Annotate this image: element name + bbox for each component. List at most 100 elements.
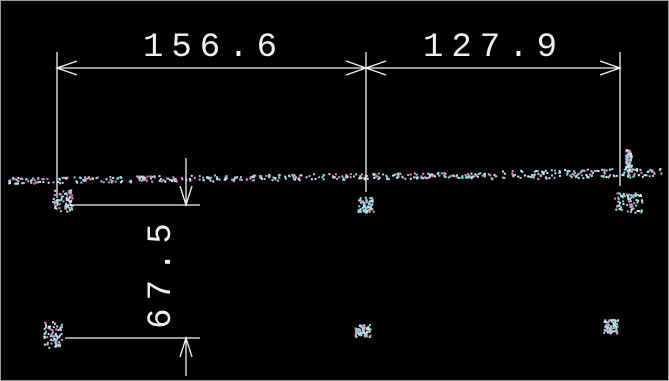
point	[315, 178, 317, 180]
point	[645, 174, 647, 176]
point	[347, 175, 349, 177]
point	[434, 175, 436, 177]
point	[236, 176, 238, 178]
point	[350, 173, 352, 175]
point	[471, 173, 473, 175]
point	[366, 199, 368, 201]
point	[208, 176, 210, 178]
point	[388, 178, 390, 180]
point	[45, 324, 47, 326]
point	[632, 196, 634, 198]
point	[57, 337, 59, 339]
point	[252, 179, 254, 181]
point	[559, 175, 561, 177]
point	[17, 177, 19, 179]
point	[293, 178, 295, 180]
point	[358, 205, 360, 207]
point	[42, 181, 44, 183]
point	[495, 175, 497, 177]
point	[534, 171, 536, 173]
point	[293, 174, 295, 176]
point	[30, 182, 32, 184]
point	[149, 175, 151, 177]
point	[358, 333, 360, 335]
point	[278, 177, 280, 179]
point	[299, 174, 301, 176]
viewport-frame	[1, 1, 669, 381]
point	[581, 174, 583, 176]
point	[361, 177, 363, 179]
point	[54, 323, 56, 325]
point	[429, 174, 431, 176]
point	[617, 192, 619, 194]
point	[612, 319, 614, 321]
point	[71, 194, 73, 196]
point	[577, 173, 579, 175]
dimension-label: 67.5	[143, 215, 181, 329]
point	[48, 347, 50, 349]
point	[65, 192, 67, 194]
point	[70, 207, 72, 209]
point	[176, 181, 178, 183]
point	[264, 178, 266, 180]
point	[59, 335, 61, 337]
point	[371, 204, 373, 206]
point	[249, 178, 251, 180]
point	[159, 180, 161, 182]
point	[120, 181, 122, 183]
point	[638, 195, 640, 197]
point	[443, 172, 445, 174]
point	[644, 174, 646, 176]
point	[112, 177, 114, 179]
point	[448, 177, 450, 179]
dimension-label: 156.6	[143, 29, 285, 67]
point	[628, 170, 630, 172]
point	[357, 330, 359, 332]
point	[413, 176, 415, 178]
point	[603, 176, 605, 178]
point	[62, 191, 64, 193]
point	[86, 177, 88, 179]
point	[172, 176, 174, 178]
point	[401, 176, 403, 178]
point	[631, 209, 633, 211]
point	[61, 339, 63, 341]
point	[42, 178, 44, 180]
point	[467, 173, 469, 175]
point	[517, 176, 519, 178]
point	[164, 181, 166, 183]
point	[55, 328, 57, 330]
point	[147, 176, 149, 178]
point	[524, 174, 526, 176]
point	[56, 204, 58, 206]
point	[53, 198, 55, 200]
point	[397, 176, 399, 178]
point	[53, 181, 55, 183]
point	[46, 178, 48, 180]
point	[365, 334, 367, 336]
point	[616, 175, 618, 177]
point	[219, 179, 221, 181]
point	[191, 175, 193, 177]
point	[268, 174, 270, 176]
point	[54, 338, 56, 340]
point	[491, 177, 493, 179]
point	[441, 172, 443, 174]
point	[594, 170, 596, 172]
point	[265, 175, 267, 177]
point	[591, 175, 593, 177]
point	[462, 177, 464, 179]
point	[321, 176, 323, 178]
point	[361, 325, 363, 327]
point	[31, 179, 33, 181]
point	[554, 177, 556, 179]
point	[240, 176, 242, 178]
point	[100, 180, 102, 182]
point	[62, 182, 64, 184]
point	[504, 173, 506, 175]
point	[37, 181, 39, 183]
point	[399, 173, 401, 175]
point	[111, 180, 113, 182]
point	[144, 179, 146, 181]
point	[445, 176, 447, 178]
